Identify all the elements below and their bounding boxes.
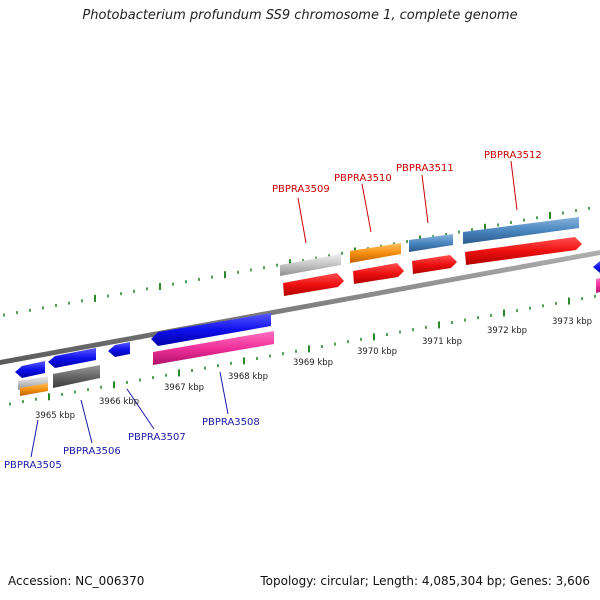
- gene-arrow-light-gray: [18, 376, 48, 390]
- gene-arrow-dark-gray: [53, 365, 100, 388]
- kbp-label: 3966 kbp: [99, 397, 139, 407]
- kbp-label: 3968 kbp: [228, 372, 268, 382]
- gene-arrow-pink: [153, 331, 274, 365]
- gene-arrow-blue-right-edge: [593, 261, 600, 273]
- gene-arrow-steel-blue: [409, 234, 453, 252]
- gene-label-pbpra3511: PBPRA3511: [396, 163, 454, 174]
- gene-arrow-red-long: [465, 237, 582, 265]
- gene-arrow-light-gray: [280, 254, 341, 276]
- chromosome-backbone: [0, 250, 600, 365]
- tick-row-upper: [3, 206, 590, 317]
- gene-arrow-red: [283, 273, 344, 296]
- gene-label-pbpra3507: PBPRA3507: [128, 432, 186, 443]
- gene-arrow-steel-blue-long: [463, 217, 579, 244]
- gene-label-pbpra3505: PBPRA3505: [4, 460, 62, 471]
- kbp-label: 3973 kbp: [552, 317, 592, 327]
- kbp-label: 3967 kbp: [164, 383, 204, 393]
- gene-label-pbpra3509: PBPRA3509: [272, 184, 330, 195]
- gene-arrow-red: [353, 263, 404, 284]
- leader-lines-top: [297, 160, 518, 244]
- kbp-label: 3969 kbp: [293, 358, 333, 368]
- gene-arrow-orange: [350, 243, 401, 263]
- kbp-label: 3972 kbp: [487, 326, 527, 336]
- gene-label-pbpra3512: PBPRA3512: [484, 150, 542, 161]
- gene-arrow-blue: [108, 342, 130, 357]
- gene-arrow-pink-right-edge: [596, 278, 600, 293]
- genome-summary-text: Topology: circular; Length: 4,085,304 bp…: [260, 574, 590, 588]
- gene-arrow-blue: [48, 348, 96, 368]
- kbp-label: 3971 kbp: [422, 337, 462, 347]
- accession-text: Accession: NC_006370: [8, 574, 145, 588]
- map-title: Photobacterium profundum SS9 chromosome …: [82, 8, 518, 23]
- kbp-label: 3965 kbp: [35, 411, 75, 421]
- tick-row-lower: [9, 294, 596, 406]
- leader-lines-bottom: [30, 371, 229, 458]
- gene-arrow-blue: [15, 361, 45, 378]
- gene-label-pbpra3508: PBPRA3508: [202, 417, 260, 428]
- gene-label-pbpra3510: PBPRA3510: [334, 173, 392, 184]
- gene-arrow-red: [412, 255, 457, 274]
- gene-arrow-orange: [20, 383, 48, 396]
- gene-label-pbpra3506: PBPRA3506: [63, 446, 121, 457]
- gene-arrow-blue-long: [151, 313, 271, 346]
- kbp-label: 3970 kbp: [357, 347, 397, 357]
